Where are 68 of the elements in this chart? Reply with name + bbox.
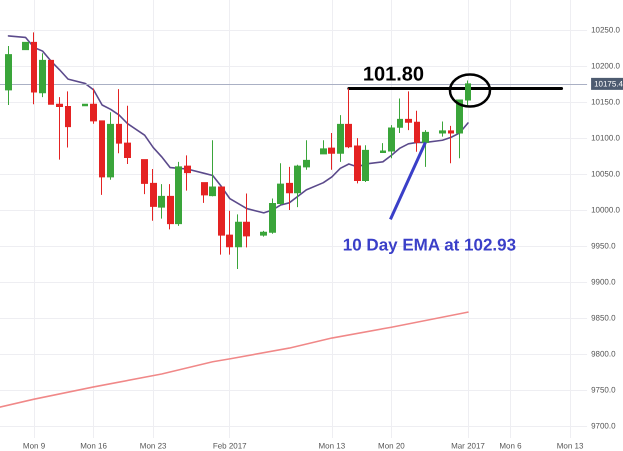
- candlestick: [116, 88, 122, 154]
- candlestick: [439, 121, 446, 138]
- candlestick: [56, 96, 63, 160]
- candlestick: [294, 164, 301, 208]
- y-tick-label: 9950.0: [591, 241, 616, 250]
- candlestick: [388, 124, 395, 159]
- candlestick: [422, 130, 429, 168]
- candlestick: [345, 88, 352, 149]
- candlestick: [362, 144, 369, 182]
- candlestick: [303, 140, 310, 170]
- candlestick: [448, 125, 454, 164]
- candlestick: [235, 214, 242, 270]
- x-tick-label: Mon 13: [556, 442, 584, 450]
- candlestick: [167, 184, 174, 230]
- candlestick: [328, 132, 335, 170]
- candlestick: [354, 138, 361, 184]
- candlestick: [209, 140, 216, 197]
- y-tick-label: 10000.0: [591, 206, 621, 215]
- candlestick: [141, 159, 148, 195]
- x-tick-label: Mon 20: [378, 442, 406, 450]
- candlestick: [22, 42, 29, 50]
- y-tick-label: 10150.0: [591, 98, 621, 107]
- candlestick: [175, 161, 182, 226]
- x-tick-label: Feb 2017: [212, 442, 248, 450]
- candlestick: [5, 46, 12, 106]
- y-tick-label: 9850.0: [591, 313, 616, 322]
- candlestick: [48, 60, 54, 105]
- y-tick-label: 9900.0: [591, 277, 616, 286]
- candlestick: [65, 90, 71, 148]
- y-tick-label: 10100.0: [591, 134, 621, 143]
- candlestick: [124, 105, 131, 164]
- candlestick: [158, 184, 165, 220]
- candlestick: [31, 32, 37, 105]
- y-tick-label: 10200.0: [591, 62, 621, 71]
- y-tick-label: 9700.0: [591, 421, 616, 430]
- candlestick: [99, 120, 105, 196]
- annotation: 10 Day EMA at 102.93: [342, 235, 516, 254]
- candlestick: [405, 90, 412, 131]
- y-tick-label: 9750.0: [591, 385, 616, 394]
- candlestick: [201, 182, 208, 204]
- candlestick: [243, 192, 250, 248]
- candlestick: [150, 168, 157, 222]
- x-tick-label: Mon 13: [318, 442, 346, 450]
- candlestick: [260, 230, 267, 238]
- candlestick: [320, 140, 327, 154]
- ref-line-label: 10175.4: [594, 79, 623, 88]
- candlestick: [380, 142, 386, 153]
- candlestick: [107, 112, 114, 180]
- x-tick-label: Mar 2017: [451, 442, 486, 450]
- x-tick-label: Mon 23: [140, 442, 168, 450]
- annotation: 101.80: [362, 63, 424, 86]
- candlestick: [414, 110, 420, 152]
- y-tick-label: 9800.0: [591, 349, 616, 358]
- line-series: [0, 311, 469, 408]
- candlestick: [286, 166, 293, 211]
- candlestick: [397, 98, 403, 134]
- x-tick-label: Mon 9: [22, 442, 46, 450]
- candlestick: [90, 88, 97, 124]
- candlestick: [465, 80, 471, 106]
- y-tick-label: 10050.0: [591, 170, 621, 179]
- candlestick: [39, 52, 46, 98]
- candlestick: [184, 154, 191, 192]
- candlestick: [337, 114, 344, 162]
- x-tick-label: Mon 6: [499, 442, 522, 450]
- candlestick: [456, 99, 463, 159]
- x-tick-label: Mon 16: [80, 442, 108, 450]
- y-tick-label: 10250.0: [591, 26, 621, 35]
- line-series: [8, 35, 469, 214]
